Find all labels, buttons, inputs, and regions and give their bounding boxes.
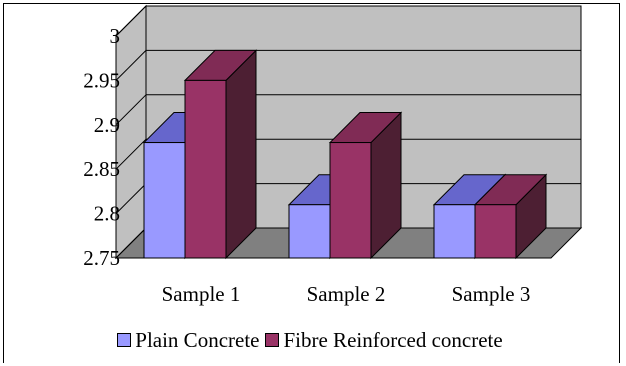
- bar: [474, 204, 517, 259]
- gridline-side: [115, 5, 147, 37]
- bar: [288, 204, 331, 259]
- bar: [329, 142, 372, 259]
- legend-item-fibre: Fibre Reinforced concrete: [265, 327, 503, 353]
- legend-label-plain: Plain Concrete: [135, 327, 260, 352]
- legend-item-plain: Plain Concrete: [117, 328, 259, 353]
- gridline-side: [115, 183, 147, 214]
- legend: Plain Concrete Fibre Reinforced concrete: [0, 325, 626, 355]
- chart-frame: [3, 3, 620, 363]
- legend-swatch-plain-icon: [117, 333, 132, 347]
- y-tick-label: 2.95: [83, 68, 120, 92]
- y-tick-label: 2.75: [83, 246, 120, 270]
- legend-label-fibre: Fibre Reinforced concrete: [283, 327, 503, 352]
- gridline-side: [115, 138, 147, 170]
- gridline-side: [115, 94, 147, 126]
- bar: [184, 79, 227, 259]
- legend-swatch-fibre-icon: [265, 333, 280, 347]
- x-tick-label: Sample 2: [307, 282, 386, 306]
- y-tick-label: 2.85: [83, 157, 120, 181]
- side-wall: [115, 4, 147, 260]
- gridline-side: [115, 50, 147, 81]
- bar-side: [225, 49, 257, 260]
- bar: [433, 204, 476, 259]
- y-tick-label: 2.8: [94, 202, 120, 226]
- y-tick-label: 2.9: [94, 113, 120, 137]
- bar: [143, 142, 186, 259]
- gridline-side: [115, 227, 147, 259]
- y-tick-label: 3: [110, 24, 121, 48]
- x-tick-label: Sample 1: [162, 282, 241, 306]
- x-tick-label: Sample 3: [452, 282, 531, 306]
